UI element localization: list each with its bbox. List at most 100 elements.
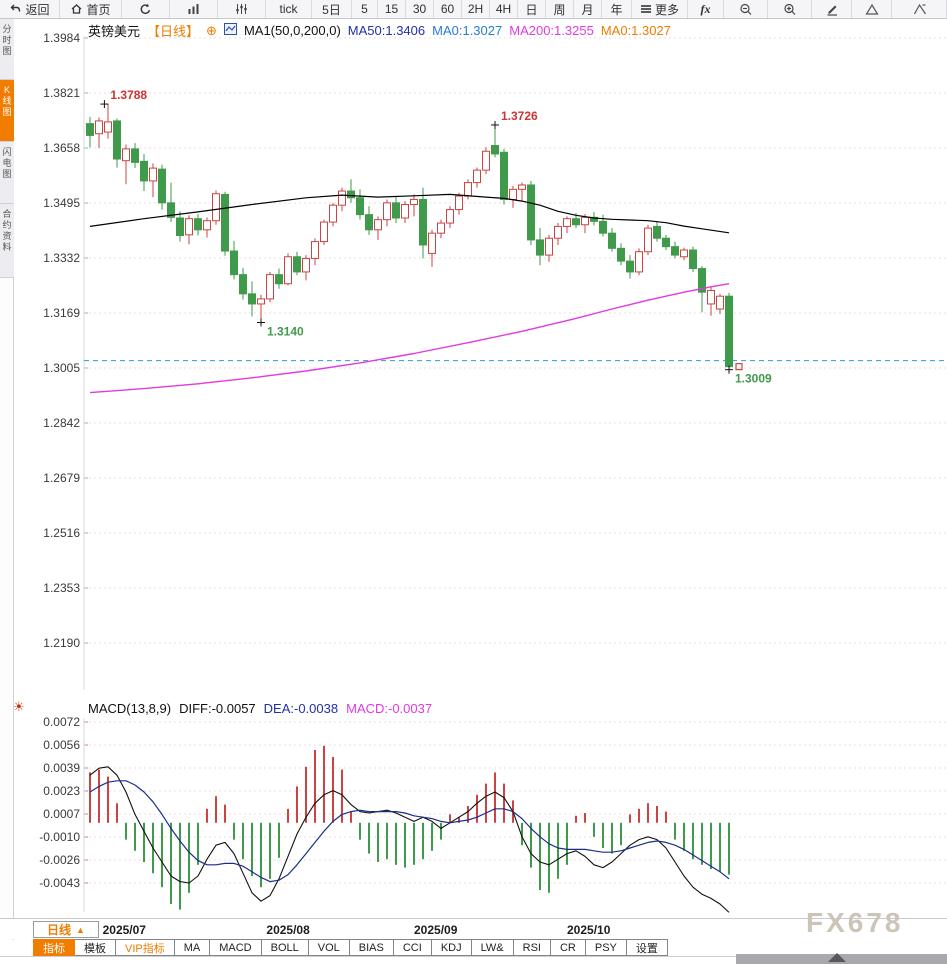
macd-axis-label: -0.0043 xyxy=(39,876,80,890)
macd-dea-value: DEA:-0.0038 xyxy=(263,701,339,716)
tab-KDJ[interactable]: KDJ xyxy=(431,939,472,956)
toolbar-button-fx[interactable]: fx xyxy=(688,0,724,18)
macd-axis-label: -0.0026 xyxy=(39,853,80,867)
pencil-icon xyxy=(825,3,839,16)
toolbar-button-label: 60 xyxy=(440,2,455,16)
tab-MA[interactable]: MA xyxy=(174,939,211,956)
tab-模板[interactable]: 模板 xyxy=(75,939,116,956)
price-axis-label: 1.2679 xyxy=(43,471,80,485)
toolbar-button-more[interactable]: 更多 xyxy=(632,0,688,18)
triangle-icon xyxy=(864,3,879,16)
toolbar-button-h4[interactable]: 4H xyxy=(490,0,518,18)
ma-settings: MA1(50,0,200,0) xyxy=(243,23,341,38)
price-axis-label: 1.3169 xyxy=(43,306,80,320)
refresh-icon xyxy=(139,3,152,16)
toolbar-button-tick[interactable]: tick xyxy=(266,0,312,18)
toolbar-button-year[interactable]: 年 xyxy=(602,0,632,18)
date-axis: 2025/07 2025/08 2025/09 2025/10 xyxy=(0,918,947,939)
back-arrow-icon xyxy=(9,3,22,15)
price-axis-label: 1.3984 xyxy=(43,31,80,45)
toolbar-button-day[interactable]: 日 xyxy=(518,0,546,18)
zoom-out-icon xyxy=(739,3,753,16)
period-selector[interactable]: 日线 ▲ xyxy=(33,921,99,938)
svg-text:1.3726: 1.3726 xyxy=(501,109,538,123)
macd-value: MACD:-0.0037 xyxy=(346,701,433,716)
indicator-theme-icon[interactable]: ☀ xyxy=(13,699,25,714)
toolbar: 返回 首页 tick 5日 5 15 30 60 2H 4H 日周月 年 更多 fx xyxy=(0,0,947,19)
svg-text:1.3788: 1.3788 xyxy=(110,88,147,102)
bar-chart-icon xyxy=(187,3,200,15)
date-axis-label: 2025/08 xyxy=(266,923,310,937)
toolbar-button-label: 返回 xyxy=(25,2,50,17)
toolbar-button-label: 日 xyxy=(525,2,538,17)
tab-VOL[interactable]: VOL xyxy=(308,939,350,956)
sidebar: 分时图 K线图 闪电图 合约资料 xyxy=(0,19,14,940)
add-indicator-icon[interactable]: ⊕ xyxy=(206,22,217,38)
tab-RSI[interactable]: RSI xyxy=(513,939,551,956)
zoom-in-icon xyxy=(783,3,797,16)
tab-LW&[interactable]: LW& xyxy=(471,939,514,956)
toolbar-button-label: 周 xyxy=(553,2,566,17)
panel-resize-handle[interactable] xyxy=(736,953,947,964)
toolbar-button-indicator-sliders[interactable] xyxy=(218,0,266,18)
tab-指标[interactable]: 指标 xyxy=(33,939,75,956)
sidebar-item-2[interactable]: K线图 xyxy=(0,80,14,142)
price-axis-label: 1.3658 xyxy=(43,141,80,155)
tab-设置[interactable]: 设置 xyxy=(626,939,668,956)
toolbar-button-zoom-in[interactable] xyxy=(768,0,812,18)
toolbar-button-label: 2H xyxy=(467,2,484,16)
price-axis-label: 1.3005 xyxy=(43,361,80,375)
tab-PSY[interactable]: PSY xyxy=(585,939,627,956)
toolbar-button-h2[interactable]: 2H xyxy=(462,0,490,18)
toolbar-button-refresh[interactable] xyxy=(122,0,170,18)
price-header: 英镑美元 【日线】 ⊕ MA1(50,0,200,0) MA50:1.3406 … xyxy=(88,21,671,40)
sliders-icon xyxy=(235,3,248,15)
toolbar-button-m5[interactable]: 5 xyxy=(352,0,378,18)
toolbar-button-m15[interactable]: 15 xyxy=(378,0,406,18)
toolbar-button-label: 更多 xyxy=(654,2,679,17)
chevron-up-icon: ▲ xyxy=(76,924,85,935)
tab-CR[interactable]: CR xyxy=(550,939,586,956)
toolbar-button-label: 30 xyxy=(412,2,427,16)
macd-axis-label: 0.0072 xyxy=(43,715,80,729)
price-axis-label: 1.2353 xyxy=(43,581,80,595)
toolbar-button-zoom-out[interactable] xyxy=(724,0,768,18)
macd-axis-label: 0.0023 xyxy=(43,784,80,798)
tab-MACD[interactable]: MACD xyxy=(210,939,262,956)
toolbar-button-label: 5日 xyxy=(322,2,341,17)
price-axis-label: 1.2190 xyxy=(43,636,80,650)
tab-BOLL[interactable]: BOLL xyxy=(261,939,309,956)
ma200-value: MA200:1.3255 xyxy=(509,23,594,38)
tab-BIAS[interactable]: BIAS xyxy=(349,939,394,956)
toolbar-button-m30[interactable]: 30 xyxy=(406,0,434,18)
toolbar-button-back[interactable]: 返回 xyxy=(0,0,60,18)
toolbar-button-m60[interactable]: 60 xyxy=(434,0,462,18)
toolbar-button-chart-style[interactable] xyxy=(170,0,218,18)
price-axis-label: 1.3821 xyxy=(43,86,80,100)
partial-icon xyxy=(912,3,926,16)
expand-arrow-icon xyxy=(828,953,846,962)
sidebar-item-1[interactable]: 分时图 xyxy=(0,19,14,80)
toolbar-button-label: fx xyxy=(700,1,711,16)
price-axis-label: 1.3332 xyxy=(43,251,80,265)
toolbar-button-home[interactable]: 首页 xyxy=(60,0,122,18)
toolbar-button-week[interactable]: 周 xyxy=(546,0,574,18)
toolbar-button-month[interactable]: 月 xyxy=(574,0,602,18)
tab-VIP指标[interactable]: VIP指标 xyxy=(116,939,175,956)
sidebar-item-4[interactable]: 合约资料 xyxy=(0,204,14,278)
home-icon xyxy=(70,3,83,15)
toolbar-button-shapes[interactable] xyxy=(852,0,892,18)
macd-diff-value: DIFF:-0.0057 xyxy=(179,701,256,716)
toolbar-button-draw[interactable] xyxy=(812,0,852,18)
period-selector-label: 日线 xyxy=(47,923,72,937)
tab-CCI[interactable]: CCI xyxy=(393,939,432,956)
date-axis-label: 2025/10 xyxy=(567,923,611,937)
ma0-blue-value: MA0:1.3027 xyxy=(432,23,503,38)
toolbar-button-5d[interactable]: 5日 xyxy=(312,0,352,18)
sidebar-item-3[interactable]: 闪电图 xyxy=(0,142,14,204)
svg-text:1.3140: 1.3140 xyxy=(267,324,304,338)
macd-axis-label: 0.0056 xyxy=(43,738,80,752)
macd-header: MACD(13,8,9) DIFF:-0.0057 DEA:-0.0038 MA… xyxy=(88,701,432,716)
